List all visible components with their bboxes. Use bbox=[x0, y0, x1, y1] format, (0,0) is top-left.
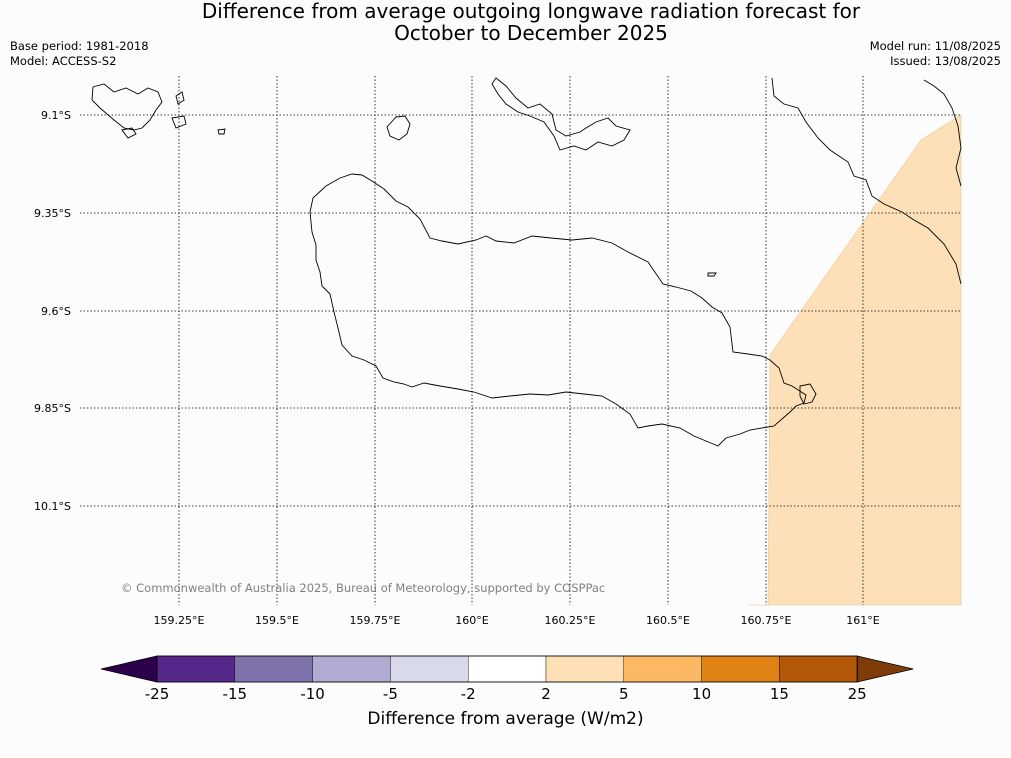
colorbar-tick-label: 15 bbox=[770, 685, 789, 703]
coastline-islet-west-4 bbox=[175, 91, 185, 105]
model-text: Model: ACCESS-S2 bbox=[10, 54, 117, 68]
coastline-malaita bbox=[771, 77, 962, 285]
lon-tick-label: 160.75°E bbox=[741, 614, 792, 627]
colorbar-tick-label: 5 bbox=[619, 685, 629, 703]
lat-tick-label: 9.1°S bbox=[41, 109, 71, 122]
colorbar-segment bbox=[234, 655, 313, 683]
lat-tick-labels: 9.1°S 9.35°S 9.6°S 9.85°S 10.1°S bbox=[34, 109, 71, 513]
lat-tick-label: 9.35°S bbox=[34, 207, 71, 220]
chart-title: Difference from average outgoing longwav… bbox=[0, 0, 1011, 44]
coastline-islet-west-1 bbox=[121, 127, 137, 139]
colorbar-tick-label: -10 bbox=[300, 685, 325, 703]
colorbar-tick-label: -5 bbox=[383, 685, 398, 703]
coastline-florida-islands bbox=[491, 77, 631, 151]
coastline-islet-west-2 bbox=[171, 115, 187, 129]
title-line-2: October to December 2025 bbox=[394, 21, 668, 45]
map-area: 159.25°E 159.5°E 159.75°E 160°E 160.25°E… bbox=[34, 76, 962, 627]
metadata-left: Base period: 1981-2018 Model: ACCESS-S2 bbox=[10, 39, 149, 69]
copyright-text: © Commonwealth of Australia 2025, Bureau… bbox=[121, 581, 605, 595]
coastline-islet-central bbox=[707, 272, 717, 277]
issued-text: Issued: 13/08/2025 bbox=[890, 54, 1001, 68]
colorbar-segment bbox=[468, 655, 547, 683]
base-period-text: Base period: 1981-2018 bbox=[10, 39, 149, 53]
coastline-russell-islands bbox=[91, 83, 163, 131]
colorbar-outline bbox=[156, 655, 858, 683]
colorbar: -25 -15 -10 -5 -2 2 5 10 15 25 bbox=[100, 655, 914, 703]
lon-tick-labels: 159.25°E 159.5°E 159.75°E 160°E 160.25°E… bbox=[154, 614, 880, 627]
lon-tick-label: 159.25°E bbox=[154, 614, 205, 627]
coastlines bbox=[91, 77, 962, 447]
colorbar-segment bbox=[545, 655, 625, 683]
lon-tick-label: 160.5°E bbox=[646, 614, 690, 627]
colorbar-label: Difference from average (W/m2) bbox=[367, 709, 644, 729]
lon-tick-label: 160°E bbox=[455, 614, 488, 627]
colorbar-tick-label: 10 bbox=[692, 685, 711, 703]
model-run-text: Model run: 11/08/2025 bbox=[869, 39, 1001, 53]
colorbar-tick-label: -25 bbox=[145, 685, 170, 703]
colorbar-tick-label: 2 bbox=[541, 685, 551, 703]
colorbar-tick-label: -2 bbox=[461, 685, 476, 703]
colorbar-segment bbox=[312, 655, 391, 683]
colorbar-segment bbox=[156, 655, 236, 683]
colorbar-tick-label: 25 bbox=[848, 685, 867, 703]
graticule bbox=[80, 76, 961, 605]
lon-tick-label: 159.75°E bbox=[350, 614, 401, 627]
coastline-malaita-east bbox=[923, 79, 962, 187]
colorbar-segment bbox=[701, 655, 780, 683]
lon-tick-label: 161°E bbox=[846, 614, 879, 627]
coastline-savo-island bbox=[386, 115, 411, 141]
colorbar-segment bbox=[623, 655, 702, 683]
lat-tick-label: 9.85°S bbox=[34, 402, 71, 415]
colorbar-segment bbox=[779, 655, 858, 683]
lon-tick-label: 159.5°E bbox=[255, 614, 299, 627]
colorbar-extend-low bbox=[100, 655, 158, 683]
lat-tick-label: 9.6°S bbox=[41, 305, 71, 318]
colorbar-extend-high bbox=[856, 655, 914, 683]
metadata-right: Model run: 11/08/2025 Issued: 13/08/2025 bbox=[870, 39, 1001, 69]
coastline-marau-islets bbox=[799, 383, 817, 405]
title-line-1: Difference from average outgoing longwav… bbox=[201, 0, 861, 23]
lon-tick-label: 160.25°E bbox=[545, 614, 596, 627]
colorbar-tick-label: -15 bbox=[223, 685, 248, 703]
colorbar-segment bbox=[390, 655, 469, 683]
coastline-guadalcanal bbox=[309, 173, 807, 447]
coastline-islet-west-3 bbox=[217, 128, 226, 135]
anomaly-shading-2-to-5 bbox=[748, 114, 962, 606]
lat-tick-label: 10.1°S bbox=[34, 500, 71, 513]
